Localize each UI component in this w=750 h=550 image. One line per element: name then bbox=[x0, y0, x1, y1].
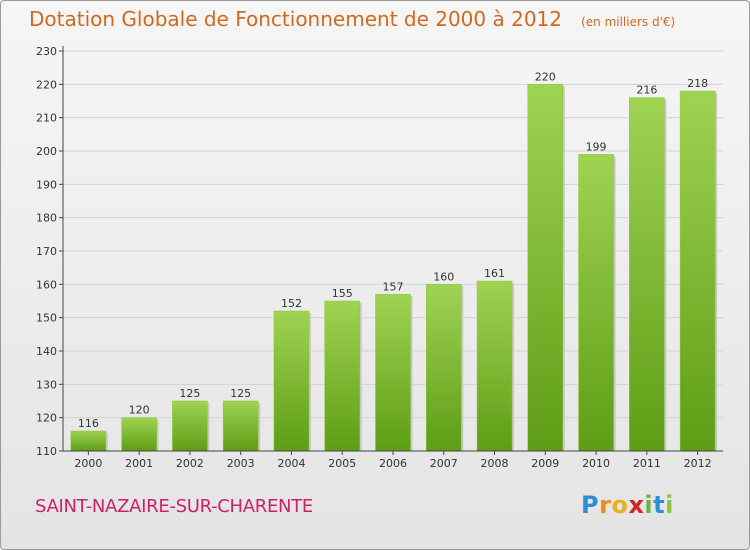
logo-letter: t bbox=[653, 491, 666, 519]
y-tick-label: 130 bbox=[36, 378, 57, 391]
y-tick-label: 160 bbox=[36, 278, 57, 291]
bar-value-label: 161 bbox=[484, 267, 505, 280]
axes: 110 120 130 140 150 160 170 180 190 200 210 220 230 2… bbox=[36, 45, 723, 470]
proxiti-logo: Proxiti bbox=[581, 491, 674, 519]
y-tick-label: 190 bbox=[36, 178, 57, 191]
y-tick-label: 110 bbox=[36, 445, 57, 458]
x-tick-label: 2000 bbox=[74, 457, 102, 470]
bar bbox=[426, 284, 462, 452]
y-tick-label: 200 bbox=[36, 145, 57, 158]
x-tick-label: 2005 bbox=[328, 457, 356, 470]
y-tick-label: 220 bbox=[36, 78, 57, 91]
x-tick-label: 2002 bbox=[176, 457, 204, 470]
y-tick-label: 120 bbox=[36, 412, 57, 425]
bar bbox=[222, 400, 259, 452]
logo-letter: r bbox=[599, 491, 612, 519]
bar-value-label: 125 bbox=[179, 387, 200, 400]
x-tick-label: 2001 bbox=[125, 457, 153, 470]
y-tick-label: 150 bbox=[36, 312, 57, 325]
logo-letter: o bbox=[611, 491, 629, 519]
bars bbox=[70, 84, 718, 452]
y-tick-label: 140 bbox=[36, 345, 57, 358]
bar-value-label: 120 bbox=[129, 404, 150, 417]
logo-letter: i bbox=[665, 491, 674, 519]
bar bbox=[679, 90, 716, 452]
bar bbox=[578, 154, 614, 452]
bar bbox=[476, 280, 513, 452]
x-tick-label: 2006 bbox=[379, 457, 407, 470]
bar-value-label: 218 bbox=[687, 77, 708, 90]
bar-value-label: 157 bbox=[383, 280, 404, 293]
bar bbox=[273, 310, 310, 452]
y-tick-label: 230 bbox=[36, 45, 57, 58]
value-labels: 116 120 125 125 152 155 157 160 161 220 199 216 218 bbox=[78, 70, 708, 430]
logo-letter: P bbox=[581, 491, 600, 519]
bar-value-label: 216 bbox=[636, 84, 657, 97]
x-tick-label: 2004 bbox=[277, 457, 305, 470]
bar bbox=[172, 400, 208, 452]
logo-letter: i bbox=[644, 491, 654, 519]
chart-title: Dotation Globale de Fonctionnement de 20… bbox=[29, 7, 562, 31]
bar-value-label: 116 bbox=[78, 417, 99, 430]
x-tick-label: 2011 bbox=[633, 457, 661, 470]
logo-letter: x bbox=[628, 491, 645, 519]
bar bbox=[629, 97, 665, 452]
bar bbox=[375, 294, 411, 452]
y-tick-label: 170 bbox=[36, 245, 57, 258]
bar-value-label: 160 bbox=[433, 270, 454, 283]
bar bbox=[527, 84, 564, 452]
x-tick-label: 2007 bbox=[430, 457, 458, 470]
commune-name: SAINT-NAZAIRE-SUR-CHARENTE bbox=[35, 496, 313, 517]
x-tick-label: 2009 bbox=[531, 457, 559, 470]
bar-value-label: 152 bbox=[281, 297, 302, 310]
y-tick-label: 180 bbox=[36, 212, 57, 225]
x-tick-label: 2010 bbox=[582, 457, 610, 470]
x-tick-label: 2012 bbox=[684, 457, 712, 470]
x-tick-label: 2003 bbox=[227, 457, 255, 470]
bar bbox=[324, 300, 360, 452]
bar bbox=[121, 417, 157, 452]
bar-value-label: 220 bbox=[535, 70, 556, 83]
bar-value-label: 125 bbox=[230, 387, 251, 400]
chart-title-line: Dotation Globale de Fonctionnement de 20… bbox=[29, 7, 675, 31]
y-tick-label: 210 bbox=[36, 112, 57, 125]
bar-value-label: 155 bbox=[332, 287, 353, 300]
x-tick-label: 2008 bbox=[481, 457, 509, 470]
bar bbox=[70, 430, 107, 452]
chart-subtitle: (en milliers d'€) bbox=[581, 15, 676, 29]
bar-value-label: 199 bbox=[586, 140, 607, 153]
